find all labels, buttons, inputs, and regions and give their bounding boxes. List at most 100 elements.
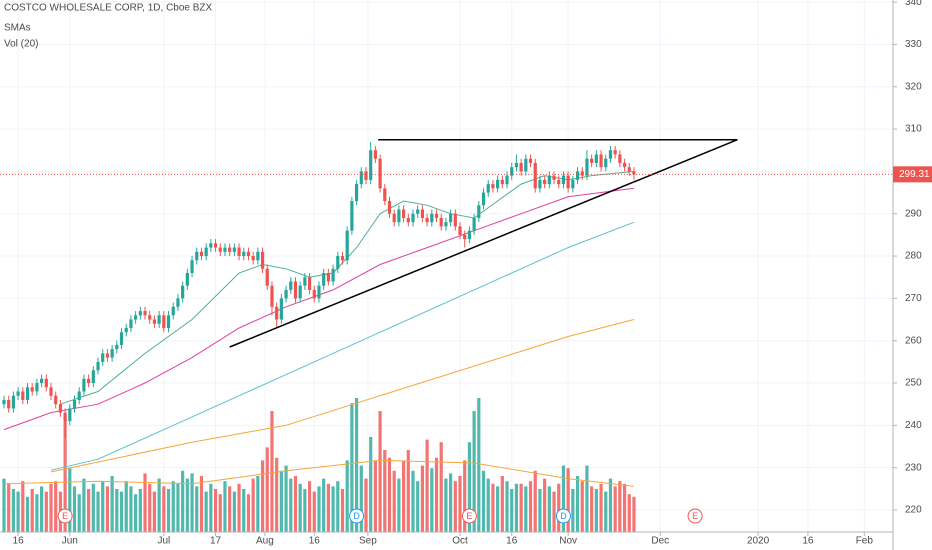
volume-bar	[575, 476, 580, 532]
volume-bar	[378, 411, 382, 532]
candle-body	[35, 383, 39, 392]
volume-bar	[279, 470, 283, 532]
candle-body	[58, 404, 63, 413]
event-marker	[349, 508, 365, 524]
candle-body	[608, 150, 613, 159]
candle-body	[547, 175, 551, 185]
volume-bar	[16, 491, 20, 532]
volume-bar	[397, 478, 401, 532]
candle-body	[627, 167, 631, 172]
y-tick-label: 320	[905, 81, 922, 92]
volume-bar	[430, 468, 434, 532]
x-tick-label: Jun	[62, 536, 78, 547]
volume-bar	[590, 486, 594, 532]
volume-bar	[284, 465, 288, 532]
candle-body	[44, 378, 48, 388]
volume-bar	[608, 478, 613, 532]
volume-bar	[458, 476, 462, 532]
candle-body	[472, 217, 476, 231]
candle-body	[138, 311, 142, 316]
volume-bar	[383, 450, 387, 532]
volume-bar	[444, 478, 448, 532]
volume-bar	[218, 494, 222, 532]
volume-bar	[11, 489, 15, 532]
candle-body	[458, 226, 462, 235]
event-label: D	[353, 511, 360, 521]
volume-bar	[91, 483, 95, 532]
event-label: E	[692, 511, 698, 521]
candle-body	[496, 179, 500, 189]
y-tick-label: 240	[905, 420, 922, 431]
x-tick-label: Oct	[452, 536, 468, 547]
candle-body	[110, 349, 114, 358]
candle-body	[87, 378, 91, 384]
candle-body	[303, 277, 307, 286]
volume-bar	[260, 460, 265, 532]
volume-bar	[237, 483, 241, 532]
chart-title: COSTCO WHOLESALE CORP, 1D, Cboe BZX	[4, 3, 213, 14]
candle-body	[383, 188, 387, 202]
volume-bar	[213, 489, 218, 532]
x-tick-label: Feb	[856, 536, 874, 547]
candle-body	[162, 315, 166, 329]
candle-body	[425, 217, 429, 223]
volume-bar	[223, 481, 227, 532]
candle-body	[481, 192, 486, 206]
volume-bar	[129, 486, 133, 532]
x-tick-label: Jul	[157, 536, 170, 547]
event-label: E	[62, 511, 68, 521]
candle-body	[279, 298, 283, 320]
volume-bar	[44, 491, 48, 532]
volume-bar	[242, 489, 246, 532]
volume-bar	[505, 481, 509, 532]
volume-bar	[115, 489, 119, 532]
candle-body	[552, 175, 556, 180]
volume-bar	[345, 460, 349, 532]
candle-body	[307, 277, 312, 290]
volume-bar	[622, 483, 627, 532]
volume-bar	[449, 473, 453, 532]
volume-bar	[49, 483, 53, 532]
volume-bar	[618, 481, 622, 532]
volume-bar	[491, 483, 495, 532]
candle-body	[439, 217, 443, 227]
volume-bar	[519, 483, 523, 532]
candle-body	[181, 285, 185, 299]
volume-bar	[453, 481, 457, 532]
candle-body	[387, 201, 392, 214]
volume-bar	[72, 486, 77, 532]
x-tick-label: Nov	[559, 536, 577, 547]
candle-body	[434, 213, 439, 218]
volume-bar	[138, 489, 142, 532]
y-tick-label: 250	[905, 378, 922, 389]
candle-body	[594, 154, 598, 163]
event-label: E	[466, 511, 472, 521]
candle-body	[514, 162, 519, 168]
volume-bar	[251, 478, 255, 532]
volume-bar	[373, 460, 377, 532]
candle-body	[622, 162, 627, 168]
candle-body	[392, 213, 396, 223]
volume-bar	[185, 478, 189, 532]
candle-body	[30, 387, 34, 392]
event-marker	[687, 508, 703, 524]
candle-body	[322, 272, 326, 286]
volume-bar	[265, 447, 269, 532]
volume-bar	[557, 483, 561, 532]
candle-body	[209, 243, 213, 248]
volume-bar	[303, 489, 307, 532]
volume-bar	[190, 473, 194, 532]
candle-body	[101, 353, 105, 362]
candle-body	[312, 289, 316, 299]
candle-body	[340, 256, 345, 261]
candle-body	[63, 412, 67, 422]
volume-bar	[434, 457, 439, 532]
volume-bar	[96, 491, 100, 532]
event-label: D	[560, 511, 567, 521]
volume-bar	[524, 486, 528, 532]
volume-bar	[54, 481, 58, 532]
candle-body	[185, 272, 189, 286]
volume-bar	[387, 457, 392, 532]
candle-body	[378, 158, 382, 189]
indicator-label: SMAs	[4, 23, 31, 34]
